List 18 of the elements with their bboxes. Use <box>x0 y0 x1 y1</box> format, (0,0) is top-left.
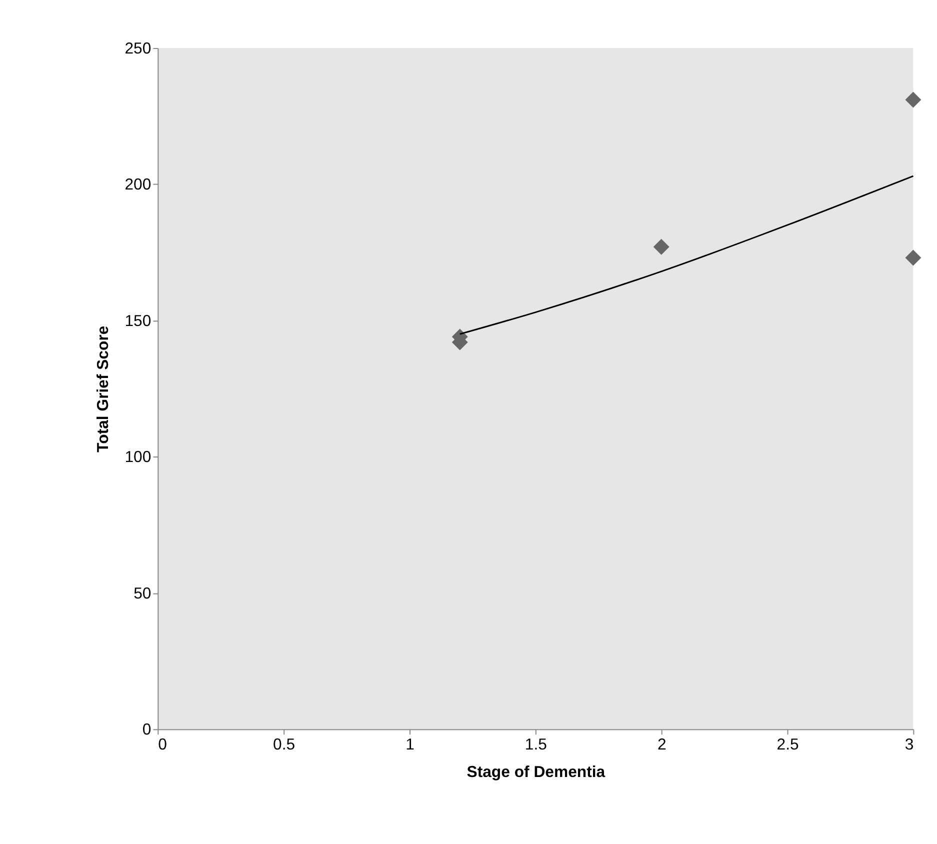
x-tick-label: 2.5 <box>776 736 799 754</box>
point <box>905 250 922 266</box>
x-tick-label: 2 <box>657 736 666 754</box>
y-tick-label: 150 <box>124 312 152 330</box>
x-axis-title: Stage of Dementia <box>466 764 606 782</box>
x-tick-label: 0.5 <box>273 736 296 754</box>
x-tick-label: 1.5 <box>524 736 548 754</box>
y-tick-label: 100 <box>124 449 152 466</box>
y-tick-label: 200 <box>124 176 152 194</box>
x-tick-label: 0 <box>158 736 168 754</box>
y-tick-label: 50 <box>134 585 152 602</box>
y-tick-label: 0 <box>142 722 152 739</box>
y-tick-label: 250 <box>124 40 152 58</box>
y-axis-title: Total Grief Score <box>94 326 112 452</box>
x-tick-label: 3 <box>904 736 914 754</box>
x-tick-label: 1 <box>406 736 415 754</box>
point <box>905 92 922 108</box>
point <box>653 238 670 255</box>
